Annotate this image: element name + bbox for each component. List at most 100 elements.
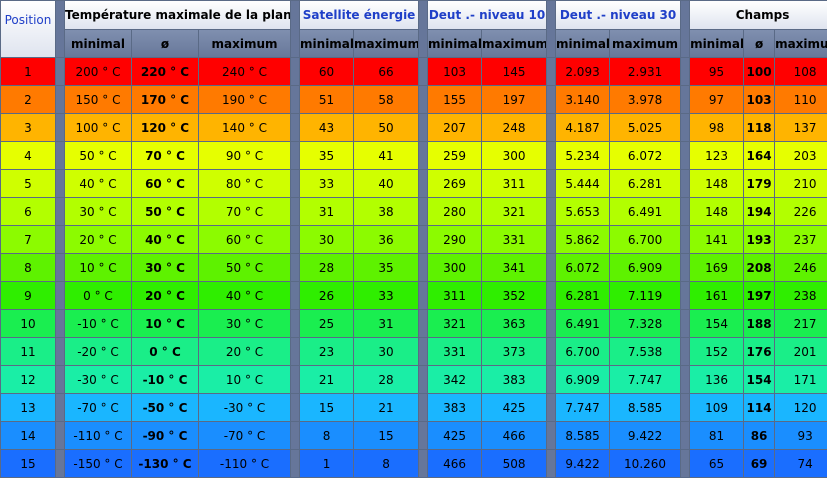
temp-max-cell: 190 ° C (199, 86, 291, 113)
column-separator (681, 450, 690, 477)
column-separator (56, 170, 64, 197)
column-separator (419, 450, 428, 477)
sat-max-cell: 28 (354, 366, 419, 393)
column-separator (56, 114, 64, 141)
column-separator (419, 142, 428, 169)
table-row: 8 10 ° C 30 ° C 50 ° C 28 35 300 341 6.072 6.909 1… (1, 254, 827, 281)
position-cell: 11 (1, 338, 55, 365)
temp-max-cell: 140 ° C (199, 114, 291, 141)
d30-max-cell: 9.422 (610, 422, 681, 449)
temp-min-cell: 10 ° C (65, 254, 131, 281)
d10-min-cell: 280 (428, 198, 482, 225)
d10-max-cell: 197 (482, 86, 547, 113)
column-separator (291, 310, 300, 337)
temp-max-cell: 30 ° C (199, 310, 291, 337)
column-separator (681, 366, 690, 393)
table-row: 10 -10 ° C 10 ° C 30 ° C 25 31 321 363 6.491 7.32… (1, 310, 827, 337)
sat-min-cell: 33 (300, 170, 354, 197)
sat-min-cell: 8 (300, 422, 354, 449)
d30-min-cell: 6.281 (556, 282, 610, 309)
sat-max-cell: 41 (354, 142, 419, 169)
column-separator (419, 422, 428, 449)
column-separator (681, 198, 690, 225)
temp-avg-cell: 170 ° C (132, 86, 198, 113)
d10-max-cell: 466 (482, 422, 547, 449)
d10-max-cell: 311 (482, 170, 547, 197)
column-separator (419, 310, 428, 337)
temp-avg-subheader: ø (132, 30, 198, 57)
column-separator (681, 58, 690, 85)
sat-max-cell: 40 (354, 170, 419, 197)
d30-min-cell: 6.700 (556, 338, 610, 365)
d30-max-cell: 7.747 (610, 366, 681, 393)
d10-min-cell: 321 (428, 310, 482, 337)
position-cell: 7 (1, 226, 55, 253)
column-separator (419, 58, 428, 85)
column-separator (419, 254, 428, 281)
column-separator (56, 226, 64, 253)
sat-max-cell: 38 (354, 198, 419, 225)
champs-max-cell: 120 (775, 394, 827, 421)
table-row: 4 50 ° C 70 ° C 90 ° C 35 41 259 300 5.234 6.072 1… (1, 142, 827, 169)
sat-min-cell: 25 (300, 310, 354, 337)
column-separator (681, 282, 690, 309)
column-separator (291, 170, 300, 197)
temp-avg-cell: -10 ° C (132, 366, 198, 393)
position-cell: 2 (1, 86, 55, 113)
temp-max-cell: 80 ° C (199, 170, 291, 197)
champs-max-cell: 246 (775, 254, 827, 281)
column-separator (56, 310, 64, 337)
table-row: 15 -150 ° C -130 ° C -110 ° C 1 8 466 508 9.422 1… (1, 450, 827, 477)
temp-min-cell: -10 ° C (65, 310, 131, 337)
column-separator (56, 1, 64, 57)
column-separator (419, 394, 428, 421)
d30-max-cell: 7.328 (610, 310, 681, 337)
d10-min-subheader: minimal (428, 30, 482, 57)
d10-max-cell: 508 (482, 450, 547, 477)
champs-min-cell: 109 (690, 394, 744, 421)
d30-max-cell: 5.025 (610, 114, 681, 141)
sat-min-cell: 23 (300, 338, 354, 365)
column-separator (56, 366, 64, 393)
column-separator (681, 254, 690, 281)
sat-min-cell: 31 (300, 198, 354, 225)
sat-min-cell: 28 (300, 254, 354, 281)
temp-min-cell: 40 ° C (65, 170, 131, 197)
column-separator (291, 254, 300, 281)
table-row: 14 -110 ° C -90 ° C -70 ° C 8 15 425 466 8.585 9.… (1, 422, 827, 449)
temp-min-subheader: minimal (65, 30, 131, 57)
column-separator (291, 450, 300, 477)
position-cell: 13 (1, 394, 55, 421)
column-separator (681, 422, 690, 449)
column-separator (419, 86, 428, 113)
temp-min-cell: -30 ° C (65, 366, 131, 393)
champs-max-cell: 108 (775, 58, 827, 85)
champs-min-cell: 81 (690, 422, 744, 449)
column-separator (419, 226, 428, 253)
champs-max-subheader: maximum (775, 30, 827, 57)
d10-min-cell: 259 (428, 142, 482, 169)
champs-min-cell: 97 (690, 86, 744, 113)
column-separator (419, 114, 428, 141)
champs-avg-cell: 179 (744, 170, 775, 197)
column-separator (547, 422, 556, 449)
champs-min-cell: 154 (690, 310, 744, 337)
position-cell: 9 (1, 282, 55, 309)
column-separator (419, 198, 428, 225)
column-separator (547, 1, 556, 57)
column-separator (291, 114, 300, 141)
position-cell: 12 (1, 366, 55, 393)
champs-avg-cell: 103 (744, 86, 775, 113)
d30-min-subheader: minimal (556, 30, 610, 57)
d30-min-cell: 6.909 (556, 366, 610, 393)
column-separator (419, 1, 428, 57)
column-separator (291, 198, 300, 225)
d10-max-cell: 383 (482, 366, 547, 393)
temp-min-cell: 0 ° C (65, 282, 131, 309)
d10-max-cell: 341 (482, 254, 547, 281)
sat-min-cell: 43 (300, 114, 354, 141)
d10-max-cell: 145 (482, 58, 547, 85)
champs-max-cell: 74 (775, 450, 827, 477)
sat-max-cell: 21 (354, 394, 419, 421)
d30-max-cell: 6.909 (610, 254, 681, 281)
